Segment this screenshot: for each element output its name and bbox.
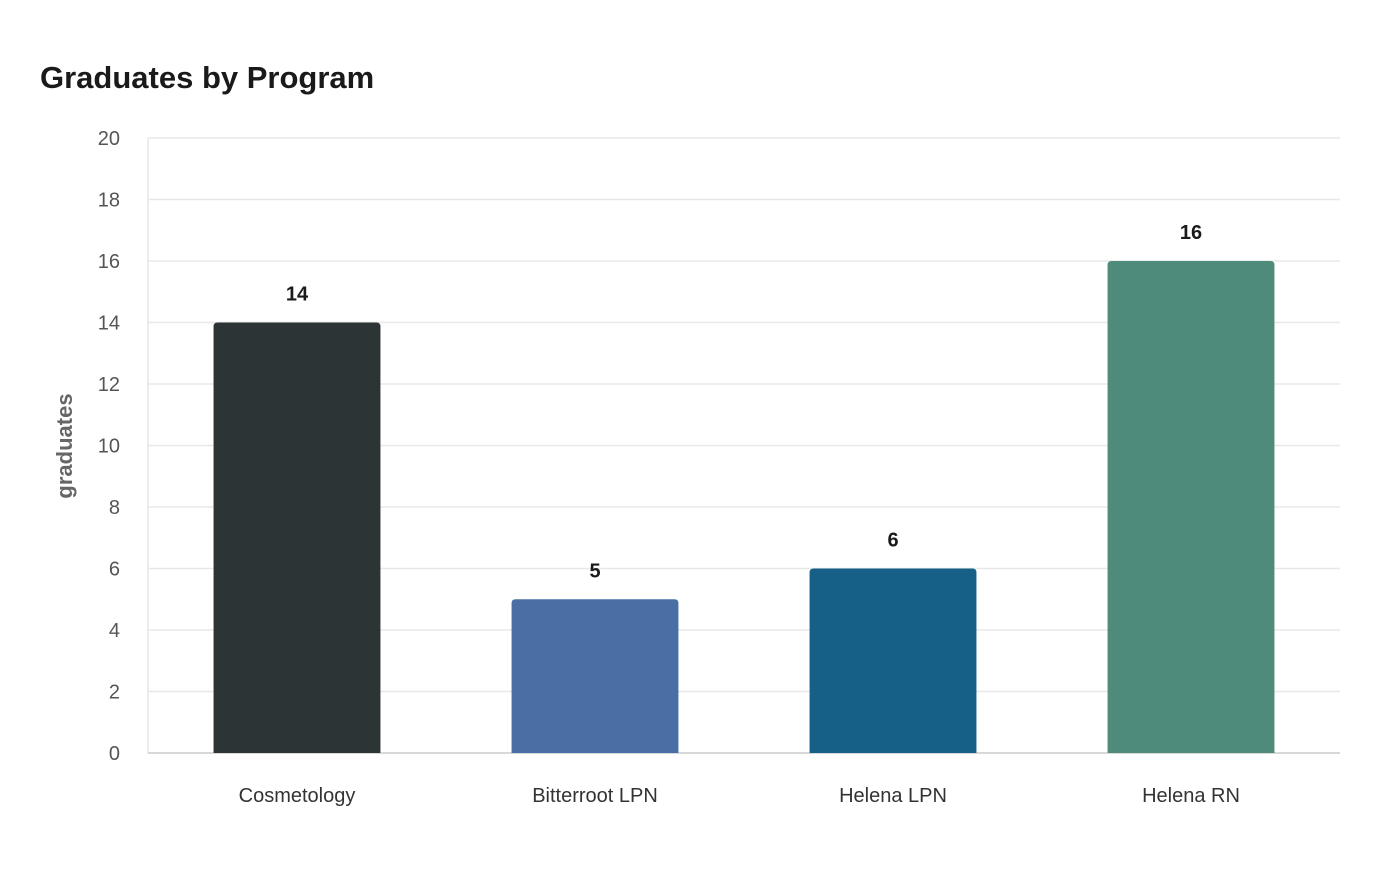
data-label: 16 xyxy=(1180,222,1202,244)
y-tick-label: 2 xyxy=(109,682,120,704)
data-label: 6 xyxy=(887,530,898,552)
y-tick-label: 20 xyxy=(98,128,120,150)
bar xyxy=(213,322,381,753)
y-tick-label: 8 xyxy=(109,497,120,519)
y-tick-label: 14 xyxy=(98,313,120,335)
labels: 14 Cosmetology 5 Bitterroot LPN 6 Helena LPN 1… xyxy=(239,222,1240,807)
chart-title: Graduates by Program xyxy=(40,60,375,95)
y-tick-label: 4 xyxy=(109,620,120,642)
y-axis-title: graduates xyxy=(52,393,77,498)
bar xyxy=(809,568,977,753)
x-tick-label: Cosmetology xyxy=(239,785,356,807)
bars xyxy=(213,261,1275,753)
y-tick-label: 12 xyxy=(98,374,120,396)
x-tick-label: Bitterroot LPN xyxy=(532,785,658,807)
x-tick-label: Helena RN xyxy=(1142,785,1240,807)
x-tick-label: Helena LPN xyxy=(839,785,947,807)
data-label: 5 xyxy=(589,560,600,582)
bar xyxy=(511,599,679,753)
y-tick-label: 0 xyxy=(109,743,120,765)
y-tick-label: 18 xyxy=(98,190,120,212)
data-label: 14 xyxy=(286,284,309,306)
y-tick-label: 16 xyxy=(98,251,120,273)
y-tick-label: 6 xyxy=(109,559,120,581)
bar xyxy=(1107,261,1275,753)
y-tick-label: 10 xyxy=(98,436,120,458)
